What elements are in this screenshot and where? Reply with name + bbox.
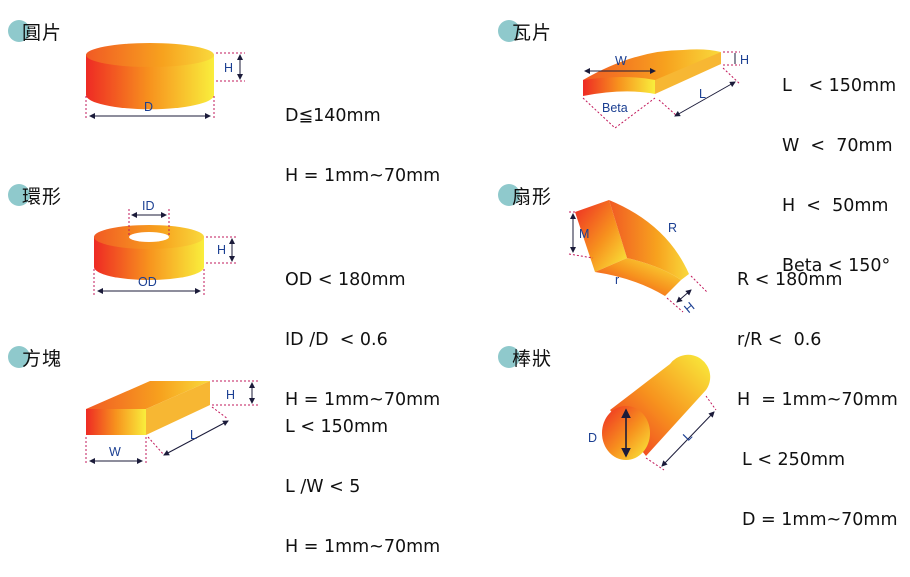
block-title-text: 方塊 (22, 348, 63, 370)
sector-left-face (575, 200, 627, 272)
tile-specs: L < 150mm W < 70mm H < 50mm Beta < 150° (782, 36, 896, 296)
tile-title: 瓦片 (498, 18, 552, 45)
disc-spec-line: H = 1mm~70mm (285, 166, 441, 186)
tile-side (655, 52, 721, 94)
sector-top-face (609, 200, 689, 280)
tile-title-text: 瓦片 (512, 22, 553, 44)
rod-title: 棒狀 (498, 344, 552, 371)
disc-top (86, 43, 214, 67)
disc-d-label: D (144, 100, 153, 114)
bullet-dot-icon (498, 346, 520, 368)
sector-spec-line: H = 1mm~70mm (737, 390, 898, 410)
ring-od-label: OD (138, 275, 157, 289)
block-spec-line: L < 150mm (285, 417, 389, 437)
rod-l-label: L (680, 429, 695, 444)
sector-h-label: H (681, 299, 697, 316)
sector-front-face (595, 258, 681, 296)
rod-specs: L < 250mm D = 1mm~70mm (742, 410, 898, 550)
tile-front (583, 77, 655, 96)
block-title: 方塊 (8, 344, 62, 371)
ring-h-label: H (217, 243, 226, 257)
ring-title: 環形 (8, 182, 62, 209)
block-front (86, 409, 146, 435)
disc-h-label: H (224, 61, 233, 75)
sector-spec-line: r/R < 0.6 (737, 330, 822, 350)
ring-title-text: 環形 (22, 186, 63, 208)
tile-spec-line: L < 150mm (782, 76, 897, 96)
tile-beta-label: Beta (602, 101, 628, 115)
block-diagram: H L W (85, 380, 258, 465)
sector-spec-line: R < 180mm (737, 270, 843, 290)
bullet-dot-icon (8, 184, 30, 206)
bullet-dot-icon (498, 20, 520, 42)
rod-spec-line: L < 250mm (742, 450, 846, 470)
ring-spec-line: H = 1mm~70mm (285, 390, 441, 410)
block-spec-line: H = 1mm~70mm (285, 537, 441, 557)
block-h-label: H (226, 388, 235, 402)
tile-l-label: L (699, 87, 706, 101)
block-w-label: W (109, 445, 121, 459)
block-top (86, 381, 210, 409)
sector-diagram: M R r H (568, 200, 708, 316)
disc-spec-line: D≦140mm (285, 106, 381, 126)
tile-w-label: W (615, 54, 627, 68)
rod-d-label: D (588, 431, 597, 445)
sector-title-text: 扇形 (512, 186, 553, 208)
rod-diagram: D L (588, 354, 717, 471)
sector-r-label: R (668, 221, 677, 235)
tile-diagram: W H L Beta (582, 49, 749, 129)
sector-rr-label: r (615, 273, 619, 287)
disc-body (86, 55, 214, 110)
ring-diagram: ID H OD (93, 199, 238, 295)
block-l-label: L (190, 428, 197, 442)
bullet-dot-icon (8, 346, 30, 368)
ring-hole (129, 232, 169, 242)
ring-body (94, 237, 204, 280)
block-specs: L < 150mm L /W < 5 H = 1mm~70mm (285, 377, 440, 577)
block-side (146, 381, 210, 435)
block-spec-line: L /W < 5 (285, 477, 361, 497)
ring-specs: OD < 180mm ID /D < 0.6 H = 1mm~70mm (285, 230, 440, 430)
tile-spec-line: Beta < 150° (782, 256, 891, 276)
rod-spec-line: D = 1mm~70mm (742, 510, 898, 530)
bullet-dot-icon (8, 20, 30, 42)
tile-h-label: H (740, 53, 749, 67)
disc-title: 圓片 (8, 18, 62, 45)
tile-spec-line: H < 50mm (782, 196, 889, 216)
disc-specs: D≦140mm H = 1mm~70mm (285, 66, 440, 206)
ring-spec-line: ID /D < 0.6 (285, 330, 388, 350)
disc-diagram: H D (85, 43, 245, 120)
ring-spec-line: OD < 180mm (285, 270, 406, 290)
rod-title-text: 棒狀 (512, 348, 553, 370)
disc-title-text: 圓片 (22, 22, 63, 44)
sector-title: 扇形 (498, 182, 552, 209)
ring-id-label: ID (142, 199, 155, 213)
bullet-dot-icon (498, 184, 520, 206)
sector-specs: R < 180mm r/R < 0.6 H = 1mm~70mm (737, 230, 898, 430)
tile-spec-line: W < 70mm (782, 136, 893, 156)
sector-m-label: M (579, 227, 589, 241)
